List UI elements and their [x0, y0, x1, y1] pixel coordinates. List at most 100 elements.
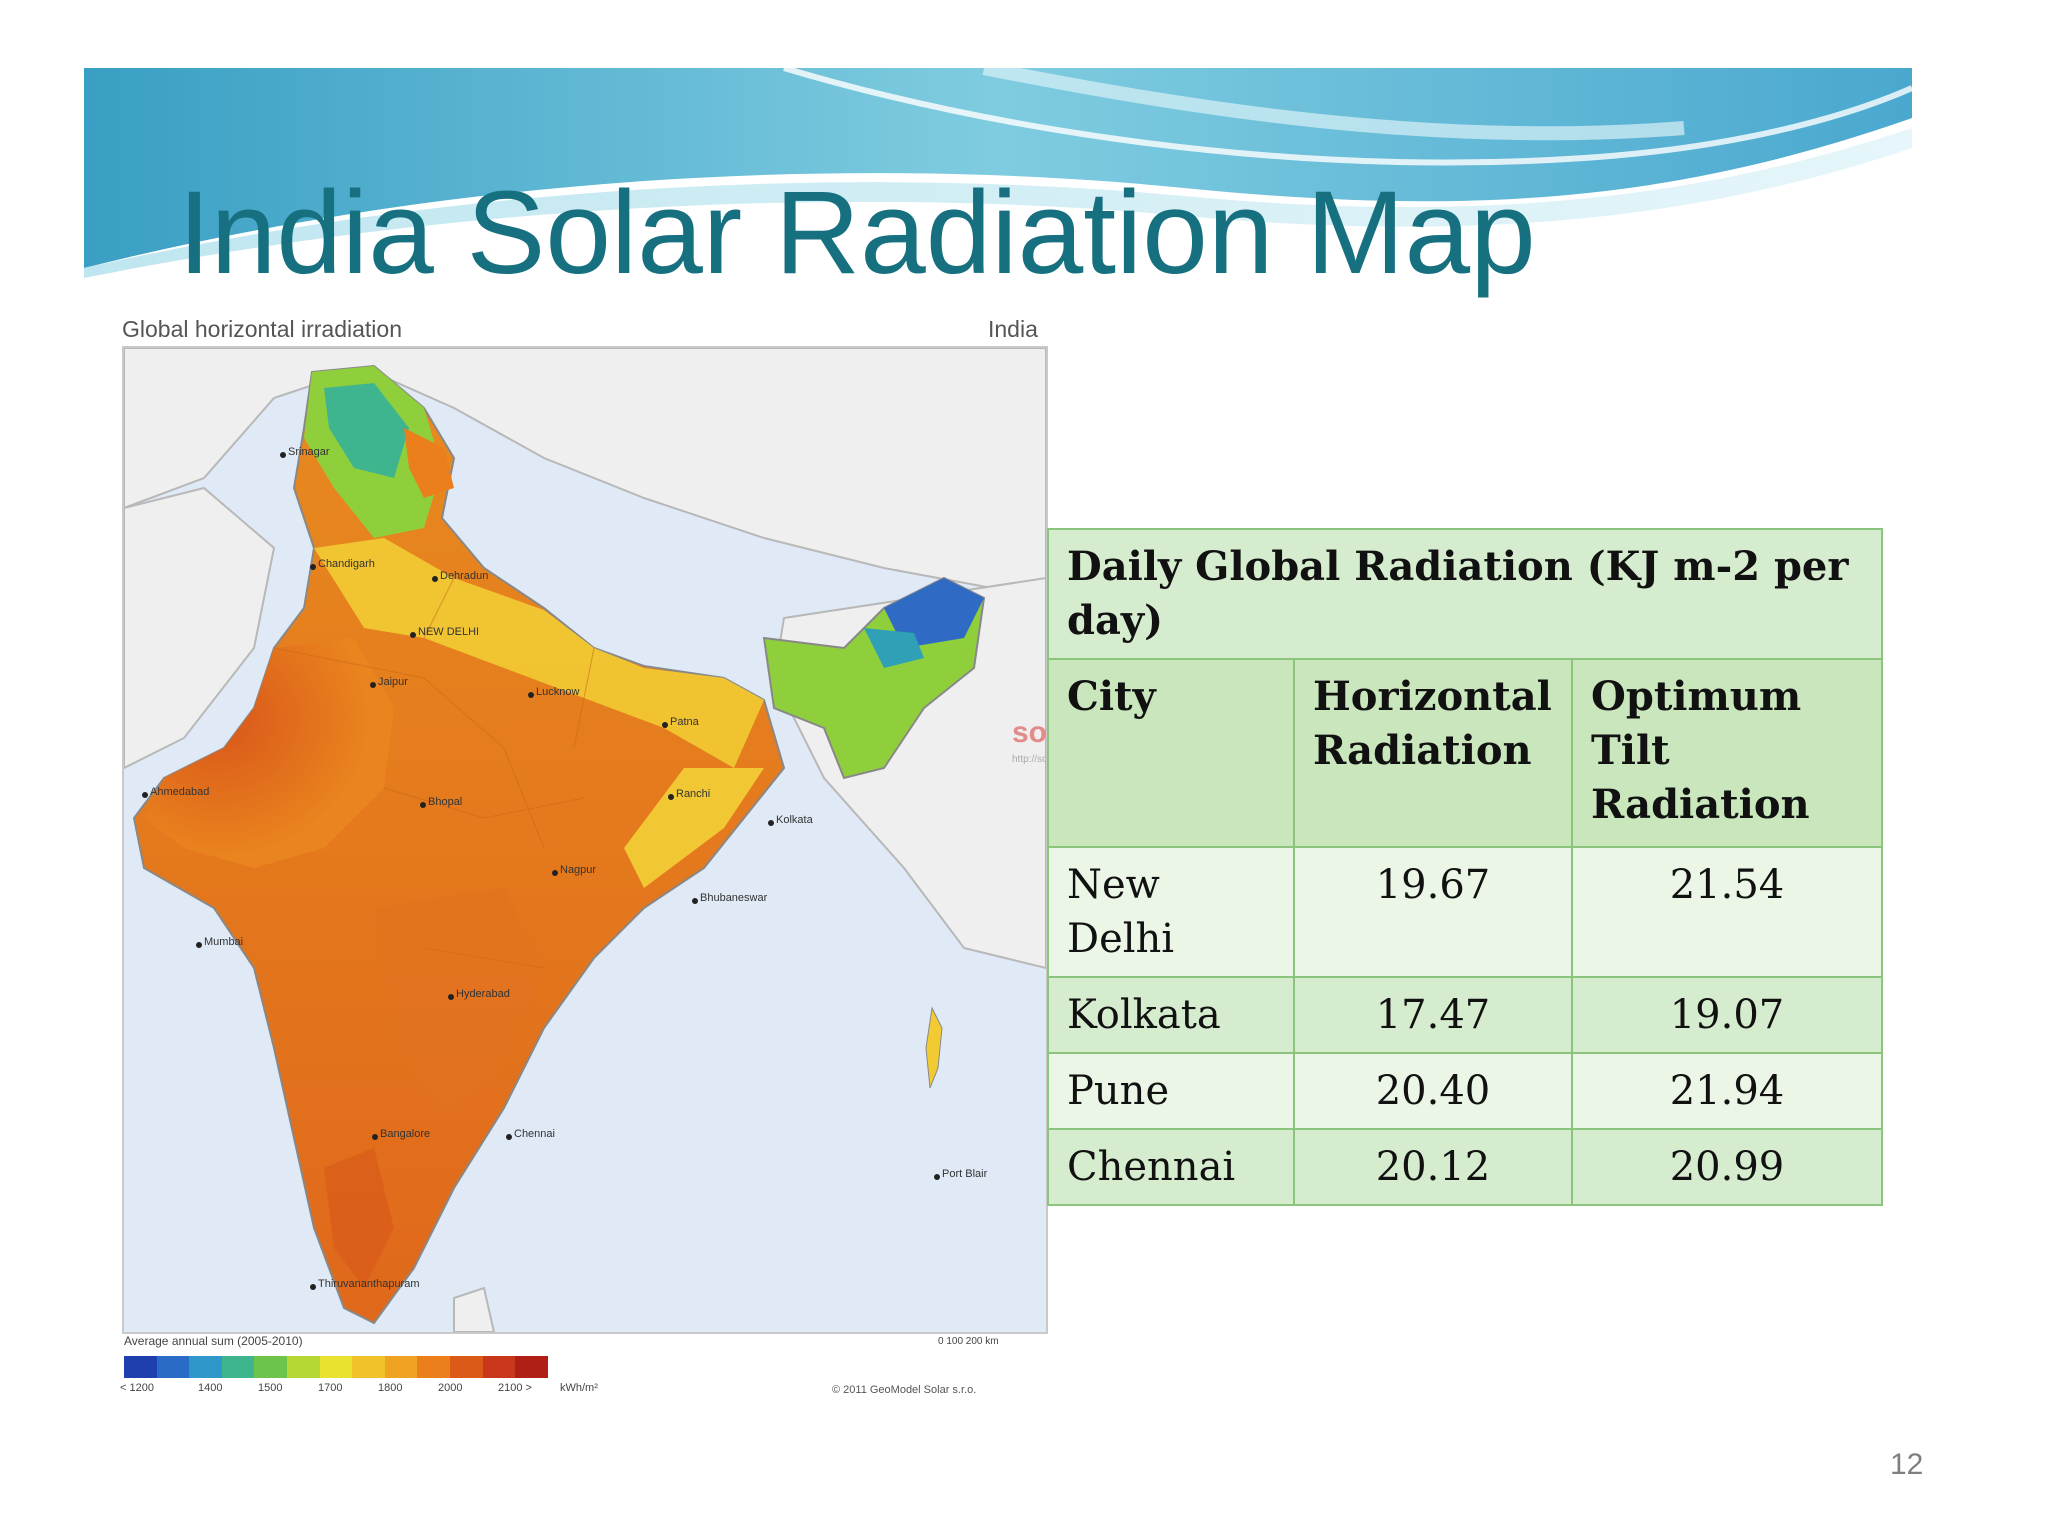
legend-swatch — [189, 1356, 222, 1378]
map-copyright: © 2011 GeoModel Solar s.r.o. — [832, 1384, 977, 1396]
city-marker — [420, 802, 426, 808]
city-marker — [432, 576, 438, 582]
city-label: Mumbai — [204, 936, 244, 948]
city-label: Lucknow — [536, 686, 580, 698]
region-kerala — [324, 1148, 394, 1288]
map-caption-left: Global horizontal irradiation — [122, 316, 402, 342]
legend-swatch — [319, 1356, 353, 1378]
region-kashmir-orange — [404, 428, 454, 498]
legend-tick-label: 1800 — [378, 1382, 403, 1394]
cell-tilt: 19.07 — [1571, 976, 1883, 1054]
city-marker — [310, 564, 316, 570]
city-label: Srinagar — [288, 446, 330, 458]
map-scale-bar: 0 100 200 km — [938, 1336, 999, 1347]
region-gangetic-plain — [314, 538, 764, 768]
region-himalaya-high — [324, 383, 409, 478]
city-marker — [410, 632, 416, 638]
city-label: Hyderabad — [456, 988, 510, 1000]
city-label: Bhubaneswar — [700, 892, 768, 904]
legend-swatch — [221, 1356, 255, 1378]
table-row: Chennai 20.12 20.99 — [1047, 1128, 1883, 1206]
andaman-islands — [925, 1006, 943, 1089]
city-label: Port Blair — [942, 1168, 988, 1180]
legend-swatch — [287, 1356, 320, 1378]
region-arunachal-teal — [864, 628, 924, 668]
cell-city: Kolkata — [1047, 976, 1295, 1054]
cell-city: New Delhi — [1047, 846, 1295, 978]
cell-tilt: 20.99 — [1571, 1128, 1883, 1206]
city-marker — [506, 1134, 512, 1140]
table-row: Kolkata 17.47 19.07 — [1047, 976, 1883, 1054]
city-label: Chandigarh — [318, 558, 375, 570]
cell-horizontal: 17.47 — [1293, 976, 1573, 1054]
india-mainland — [132, 364, 786, 1325]
legend-title: Average annual sum (2005-2010) — [124, 1334, 303, 1348]
city-marker — [692, 898, 698, 904]
legend-swatch — [515, 1356, 548, 1378]
header-city: City — [1047, 658, 1295, 848]
legend-tick-label: 1400 — [198, 1382, 223, 1394]
city-marker — [662, 722, 668, 728]
region-deccan — [374, 888, 544, 1108]
legend-color-bar — [124, 1356, 548, 1378]
city-marker — [196, 942, 202, 948]
legend-tick-label: 1500 — [258, 1382, 283, 1394]
city-label: Nagpur — [560, 864, 597, 876]
table-row: Pune 20.40 21.94 — [1047, 1052, 1883, 1130]
city-label: Bhopal — [428, 796, 463, 808]
city-marker — [448, 994, 454, 1000]
city-marker — [310, 1284, 316, 1290]
table-header-row: City Horizontal Radiation Optimum Tilt R… — [1047, 658, 1883, 848]
legend-tick-label: 2000 — [438, 1382, 463, 1394]
legend-swatch — [482, 1356, 516, 1378]
city-label: Thiruvananthapuram — [318, 1278, 420, 1290]
table-caption: Daily Global Radiation (KJ m-2 per day) — [1047, 528, 1883, 660]
page-number: 12 — [1890, 1448, 1924, 1481]
legend-swatch — [352, 1356, 385, 1378]
cell-horizontal: 20.40 — [1293, 1052, 1573, 1130]
city-label: Ranchi — [676, 788, 711, 800]
legend-swatch — [384, 1356, 418, 1378]
city-label: Chennai — [514, 1128, 555, 1140]
city-label: NEW DELHI — [418, 626, 480, 638]
legend-tick-label: 2100 > — [498, 1382, 532, 1394]
city-label: Kolkata — [776, 814, 813, 826]
city-marker — [768, 820, 774, 826]
solargis-logo: solargis — [1012, 716, 1046, 750]
header-horizontal-radiation: Horizontal Radiation — [1293, 658, 1573, 848]
neighbour-land — [124, 348, 1046, 600]
cell-tilt: 21.94 — [1571, 1052, 1883, 1130]
city-marker — [142, 792, 148, 798]
city-marker — [280, 452, 286, 458]
map-canvas — [124, 348, 1046, 1332]
table-caption-row: Daily Global Radiation (KJ m-2 per day) — [1047, 528, 1883, 660]
city-marker — [668, 794, 674, 800]
region-arunachal — [884, 578, 984, 648]
cell-city: Pune — [1047, 1052, 1295, 1130]
logo-url: http://solargis.info — [1012, 754, 1048, 765]
city-label: Dehradun — [440, 570, 489, 582]
legend-swatch — [156, 1356, 190, 1378]
legend-swatch — [254, 1356, 288, 1378]
cell-horizontal: 19.67 — [1293, 846, 1573, 978]
region-rajasthan — [144, 638, 394, 868]
city-marker — [552, 870, 558, 876]
cell-tilt: 21.54 — [1571, 846, 1883, 978]
sri-lanka — [453, 1286, 496, 1332]
city-label: Jaipur — [378, 676, 408, 688]
header-wave-decoration — [84, 68, 1912, 278]
legend-swatch — [450, 1356, 483, 1378]
legend-swatch — [417, 1356, 451, 1378]
cell-horizontal: 20.12 — [1293, 1128, 1573, 1206]
city-label: Patna — [670, 716, 699, 728]
slide-title: India Solar Radiation Map — [178, 167, 1536, 299]
table-row: New Delhi 19.67 21.54 — [1047, 846, 1883, 978]
city-marker — [372, 1134, 378, 1140]
legend-unit: kWh/m² — [560, 1382, 598, 1394]
legend-swatch — [124, 1356, 157, 1378]
header-optimum-tilt-radiation: Optimum Tilt Radiation — [1571, 658, 1883, 848]
cell-city: Chennai — [1047, 1128, 1295, 1206]
region-east-coast — [624, 768, 764, 888]
border-lines — [273, 577, 595, 969]
